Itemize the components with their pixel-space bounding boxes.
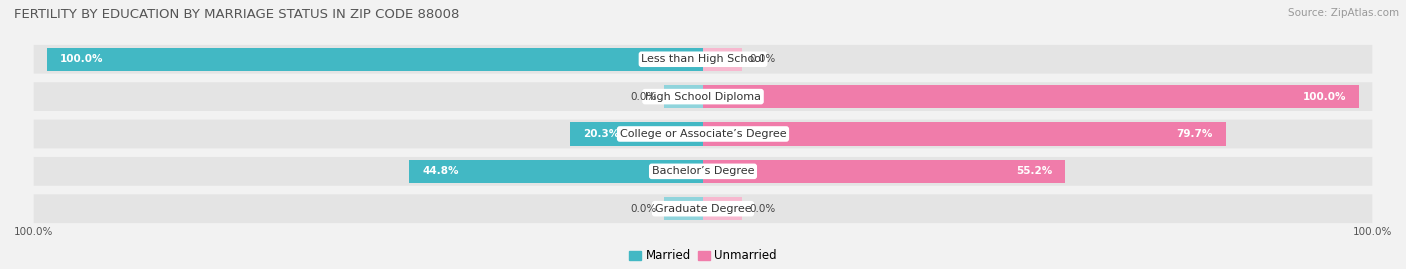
Bar bbox=[664, 85, 703, 108]
FancyBboxPatch shape bbox=[34, 45, 1372, 74]
Legend: Married, Unmarried: Married, Unmarried bbox=[624, 245, 782, 267]
Text: 44.8%: 44.8% bbox=[422, 166, 458, 176]
Text: 20.3%: 20.3% bbox=[583, 129, 619, 139]
Text: Graduate Degree: Graduate Degree bbox=[655, 204, 751, 214]
Text: 0.0%: 0.0% bbox=[749, 204, 775, 214]
Bar bbox=[703, 197, 742, 220]
Bar bbox=[703, 122, 1226, 146]
Bar bbox=[703, 160, 1066, 183]
Text: 0.0%: 0.0% bbox=[631, 92, 657, 102]
Text: 0.0%: 0.0% bbox=[749, 54, 775, 64]
Text: 100.0%: 100.0% bbox=[14, 227, 53, 237]
Text: 100.0%: 100.0% bbox=[1302, 92, 1346, 102]
Text: 79.7%: 79.7% bbox=[1177, 129, 1213, 139]
Text: Less than High School: Less than High School bbox=[641, 54, 765, 64]
Text: Bachelor’s Degree: Bachelor’s Degree bbox=[652, 166, 754, 176]
Bar bbox=[703, 48, 742, 71]
Text: 0.0%: 0.0% bbox=[631, 204, 657, 214]
Bar bbox=[46, 48, 703, 71]
Text: 55.2%: 55.2% bbox=[1015, 166, 1052, 176]
Bar bbox=[569, 122, 703, 146]
FancyBboxPatch shape bbox=[34, 194, 1372, 223]
Text: 100.0%: 100.0% bbox=[1353, 227, 1392, 237]
Text: FERTILITY BY EDUCATION BY MARRIAGE STATUS IN ZIP CODE 88008: FERTILITY BY EDUCATION BY MARRIAGE STATU… bbox=[14, 8, 460, 21]
Bar bbox=[664, 197, 703, 220]
Bar bbox=[703, 85, 1360, 108]
Text: College or Associate’s Degree: College or Associate’s Degree bbox=[620, 129, 786, 139]
FancyBboxPatch shape bbox=[34, 157, 1372, 186]
FancyBboxPatch shape bbox=[34, 82, 1372, 111]
Text: Source: ZipAtlas.com: Source: ZipAtlas.com bbox=[1288, 8, 1399, 18]
Text: High School Diploma: High School Diploma bbox=[645, 92, 761, 102]
FancyBboxPatch shape bbox=[34, 120, 1372, 148]
Bar bbox=[409, 160, 703, 183]
Text: 100.0%: 100.0% bbox=[60, 54, 104, 64]
